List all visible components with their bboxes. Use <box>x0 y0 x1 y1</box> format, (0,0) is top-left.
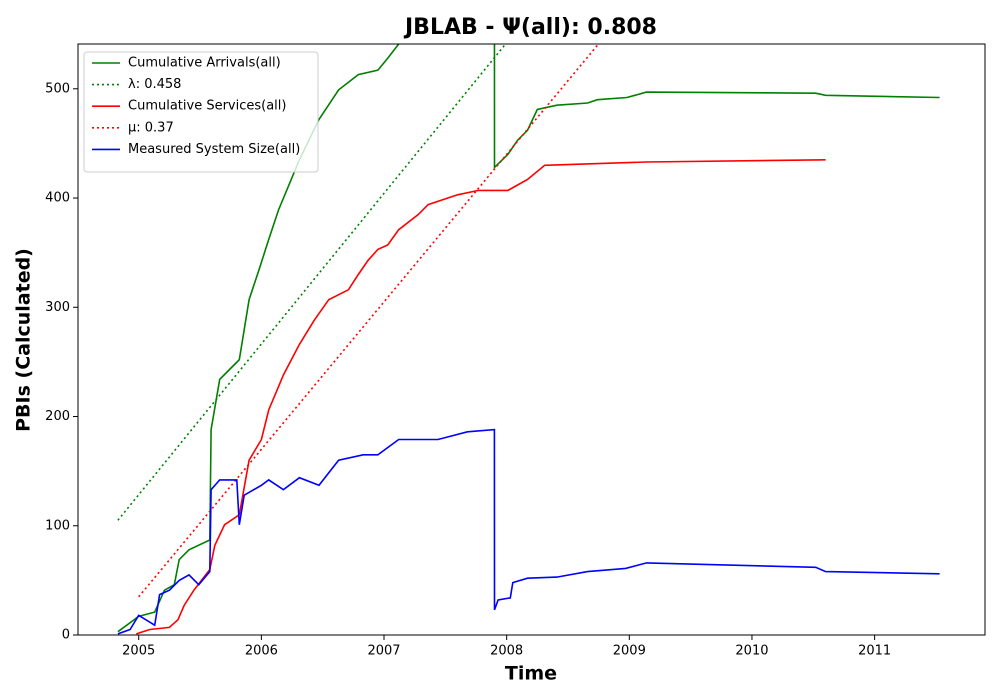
series-line <box>136 159 826 635</box>
legend-box <box>83 51 319 173</box>
x-tick-label: 2010 <box>735 644 768 659</box>
x-tick-label: 2008 <box>490 644 523 659</box>
x-tick-label: 2005 <box>122 644 155 659</box>
series-line <box>117 428 940 635</box>
legend-label: Cumulative Services(all) <box>128 99 286 114</box>
y-tick-label: 0 <box>62 628 70 643</box>
legend-label: Cumulative Arrivals(all) <box>128 56 281 71</box>
chart-title: JBLAB - Ψ(all): 0.808 <box>403 15 657 40</box>
y-tick-label: 500 <box>45 81 70 96</box>
y-tick-label: 200 <box>45 409 70 424</box>
y-tick-label: 300 <box>45 300 70 315</box>
x-tick-label: 2006 <box>245 644 278 659</box>
y-tick-label: 400 <box>45 191 70 206</box>
plot-frame <box>77 43 986 636</box>
y-tick-label: 100 <box>45 518 70 533</box>
series-line <box>138 44 600 598</box>
x-tick-label: 2011 <box>858 644 891 659</box>
series-line <box>117 44 940 633</box>
x-axis-label: Time <box>505 663 557 685</box>
legend-label: Measured System Size(all) <box>128 142 300 157</box>
legend-label: λ: 0.458 <box>128 77 181 92</box>
plot-area <box>117 44 940 635</box>
x-tick-label: 2007 <box>367 644 400 659</box>
y-axis-label: PBIs (Calculated) <box>13 248 35 432</box>
x-tick-label: 2009 <box>613 644 646 659</box>
series-line <box>117 44 507 521</box>
legend-label: μ: 0.37 <box>128 120 174 135</box>
